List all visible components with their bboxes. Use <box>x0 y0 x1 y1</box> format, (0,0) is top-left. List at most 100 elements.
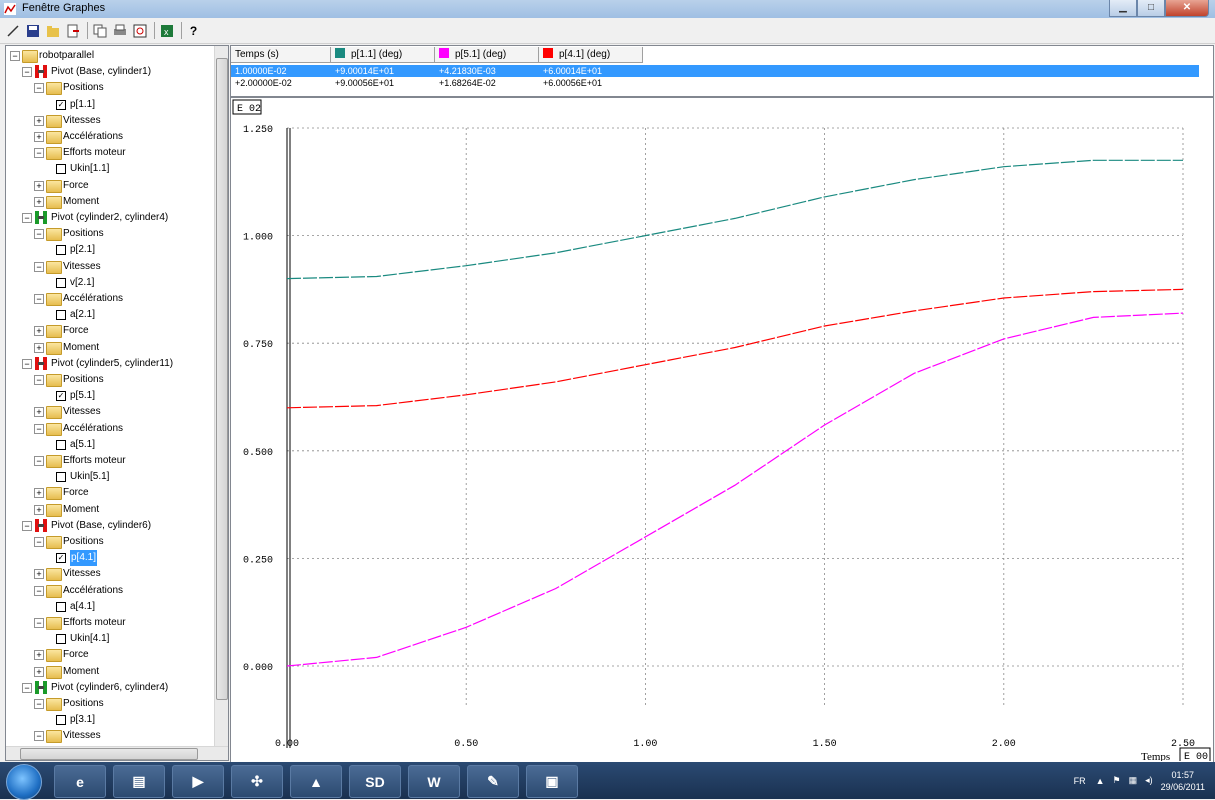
column-header[interactable]: p[1.1] (deg) <box>331 47 435 63</box>
tree-node[interactable]: v[2.1] <box>6 275 212 291</box>
checkbox[interactable] <box>56 601 66 612</box>
excel-icon[interactable]: x <box>158 22 175 39</box>
tree-node[interactable]: − Accélérations <box>6 291 212 307</box>
tree-node[interactable]: + Moment <box>6 194 212 210</box>
close-button[interactable]: ✕ <box>1165 0 1209 17</box>
tree-node[interactable]: + Force <box>6 647 212 663</box>
tree-node[interactable]: + Moment <box>6 502 212 518</box>
tree-node[interactable]: + Moment <box>6 664 212 680</box>
collapse-icon[interactable]: − <box>22 358 32 369</box>
tree-node[interactable]: − Pivot (cylinder6, cylinder4) <box>6 680 212 696</box>
taskbar-word-icon[interactable]: W <box>408 765 460 798</box>
scroll-thumb[interactable] <box>216 58 228 700</box>
tree-node[interactable]: a[2.1] <box>6 307 212 323</box>
checkbox[interactable] <box>56 472 66 483</box>
taskbar-sd-icon[interactable]: SD <box>349 765 401 798</box>
taskbar-network-icon[interactable]: ✣ <box>231 765 283 798</box>
checked-checkbox[interactable]: ✓ <box>56 99 66 110</box>
collapse-icon[interactable]: − <box>22 67 32 78</box>
checked-checkbox[interactable]: ✓ <box>56 553 66 564</box>
tree-node[interactable]: − Efforts moteur <box>6 145 212 161</box>
taskbar-explorer-icon[interactable]: ▤ <box>113 765 165 798</box>
tree-node[interactable]: − Efforts moteur <box>6 453 212 469</box>
expand-icon[interactable]: + <box>34 650 44 661</box>
tree-node[interactable]: − Pivot (cylinder5, cylinder11) <box>6 356 212 372</box>
copy-icon[interactable] <box>91 22 108 39</box>
collapse-icon[interactable]: − <box>34 456 44 466</box>
tree-node[interactable]: − Pivot (Base, cylinder6) <box>6 518 212 534</box>
tree-node[interactable]: − Positions <box>6 226 212 242</box>
collapse-icon[interactable]: − <box>22 682 32 693</box>
expand-icon[interactable]: + <box>34 132 44 142</box>
collapse-icon[interactable]: − <box>34 148 44 159</box>
tree-node[interactable]: a[4.1] <box>6 599 212 615</box>
language-indicator[interactable]: FR <box>1073 775 1086 786</box>
tree-horizontal-scrollbar[interactable] <box>6 746 228 760</box>
collapse-icon[interactable]: − <box>34 731 44 742</box>
tree-node[interactable]: − Pivot (Base, cylinder1) <box>6 64 212 80</box>
tree-node[interactable]: + Vitesses <box>6 113 212 129</box>
open-icon[interactable] <box>44 22 61 39</box>
collapse-icon[interactable]: − <box>34 261 44 272</box>
tree-node[interactable]: − Vitesses <box>6 259 212 275</box>
tree-node[interactable]: + Moment <box>6 340 212 356</box>
collapse-icon[interactable]: − <box>34 423 44 434</box>
tree-node[interactable]: Ukin[5.1] <box>6 469 212 485</box>
expand-icon[interactable]: + <box>34 569 44 580</box>
column-header[interactable]: p[4.1] (deg) <box>539 47 643 63</box>
tree-node[interactable]: + Force <box>6 178 212 194</box>
collapse-icon[interactable]: − <box>34 229 44 240</box>
collapse-icon[interactable]: − <box>34 83 44 94</box>
expand-icon[interactable]: + <box>34 196 44 207</box>
column-header[interactable]: p[5.1] (deg) <box>435 47 539 63</box>
maximize-button[interactable]: □ <box>1137 0 1165 17</box>
collapse-icon[interactable]: − <box>10 51 20 61</box>
tree-node[interactable]: + Force <box>6 485 212 501</box>
tree-node[interactable]: − Vitesses <box>6 728 212 744</box>
collapse-icon[interactable]: − <box>34 585 44 596</box>
collapse-icon[interactable]: − <box>22 520 32 531</box>
taskbar-paint-icon[interactable]: ✎ <box>467 765 519 798</box>
tree-node[interactable]: − Efforts moteur <box>6 615 212 631</box>
tree-vertical-scrollbar[interactable] <box>214 46 228 746</box>
expand-icon[interactable]: + <box>34 504 44 515</box>
tree-node[interactable]: + Vitesses <box>6 404 212 420</box>
tree-node[interactable]: − robotparallel <box>6 48 212 64</box>
checkbox[interactable] <box>56 439 66 450</box>
tree-node[interactable]: − Accélérations <box>6 421 212 437</box>
table-row[interactable]: +2.00000E-02 +9.00056E+01 +1.68264E-02 +6.0… <box>231 77 1199 89</box>
checkbox[interactable] <box>56 310 66 321</box>
taskbar-ie-icon[interactable]: e <box>54 765 106 798</box>
tree-node[interactable]: ✓ p[4.1] <box>6 550 212 567</box>
help-icon[interactable]: ? <box>189 23 198 38</box>
tree-node[interactable]: − Positions <box>6 534 212 550</box>
new-graph-icon[interactable] <box>4 22 21 39</box>
tree-node[interactable]: − Positions <box>6 372 212 388</box>
scroll-thumb[interactable] <box>20 748 198 760</box>
expand-icon[interactable]: + <box>34 407 44 418</box>
expand-icon[interactable]: + <box>34 342 44 353</box>
table-row[interactable]: 1.00000E-02 +9.00014E+01 +4.21830E-03 +6.00… <box>231 65 1199 77</box>
expand-icon[interactable]: + <box>34 666 44 677</box>
tree-node[interactable]: ✓ p[5.1] <box>6 388 212 404</box>
volume-icon[interactable]: ◂) <box>1145 775 1153 785</box>
tree-node[interactable]: a[5.1] <box>6 437 212 453</box>
clock[interactable]: 01:57 29/06/2011 <box>1161 769 1205 793</box>
export-icon[interactable] <box>64 22 81 39</box>
tree-node[interactable]: + Force <box>6 323 212 339</box>
tree-node[interactable]: ✓ p[1.1] <box>6 97 212 113</box>
print-icon[interactable] <box>111 22 128 39</box>
expand-icon[interactable]: + <box>34 180 44 191</box>
tree-node[interactable]: − Positions <box>6 80 212 96</box>
tray-arrow-icon[interactable]: ▲ <box>1095 775 1105 786</box>
start-button[interactable] <box>6 764 42 800</box>
collapse-icon[interactable]: − <box>34 294 44 304</box>
expand-icon[interactable]: + <box>34 326 44 337</box>
collapse-icon[interactable]: − <box>34 375 44 385</box>
taskbar-media-player-icon[interactable]: ▶ <box>172 765 224 798</box>
tree-node[interactable]: − Pivot (cylinder2, cylinder4) <box>6 210 212 226</box>
tree-node[interactable]: − Accélérations <box>6 583 212 599</box>
collapse-icon[interactable]: − <box>34 537 44 547</box>
tree-node[interactable]: + Accélérations <box>6 129 212 145</box>
